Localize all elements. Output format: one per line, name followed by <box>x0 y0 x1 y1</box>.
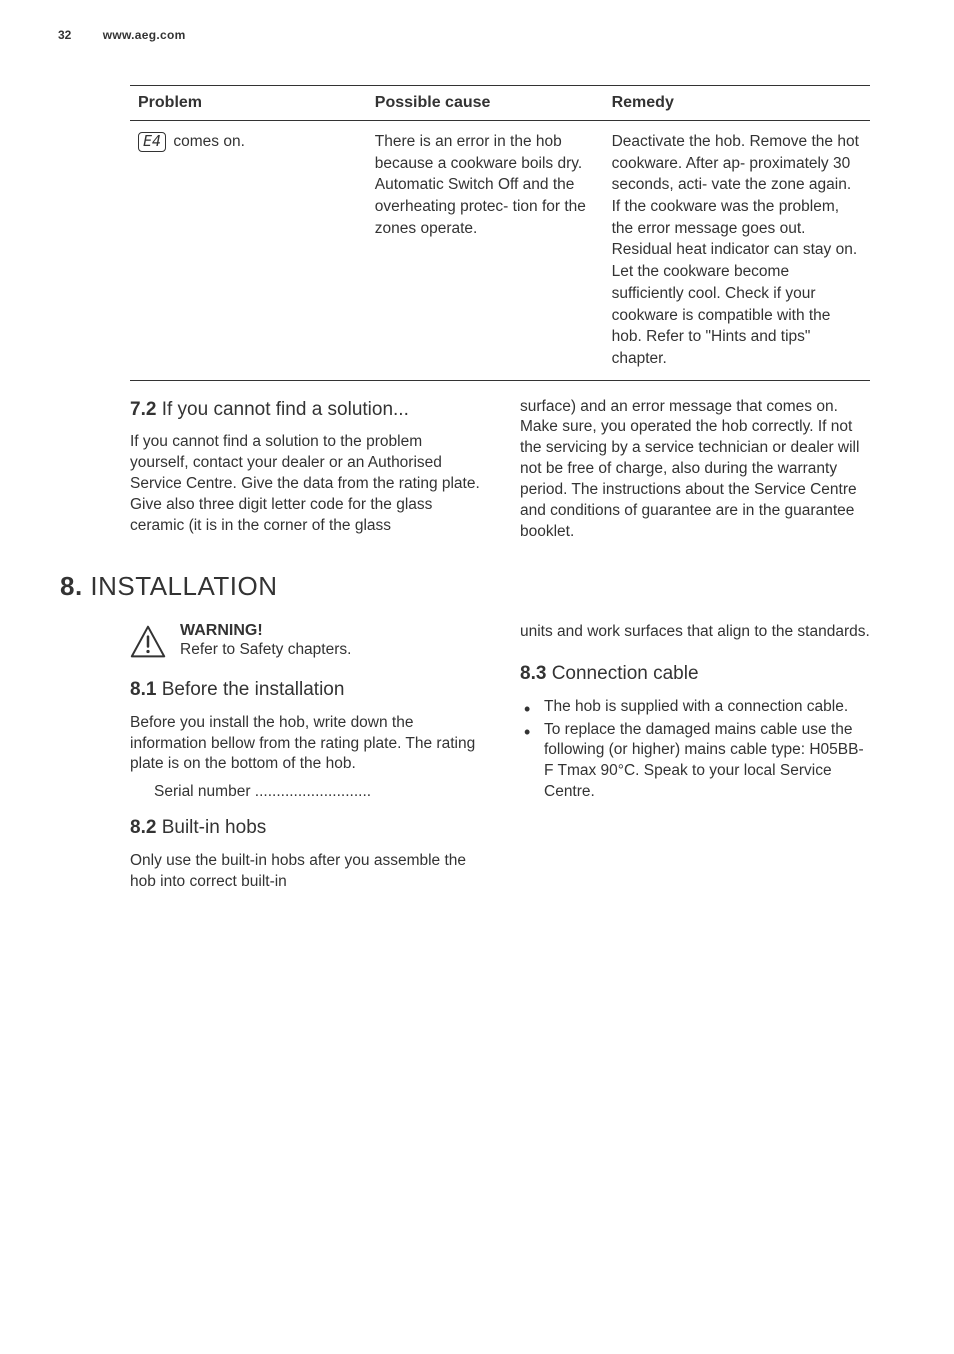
section-number: 8.2 <box>130 817 156 838</box>
section-8-3: 8.3 Connection cable The hob is supplied… <box>520 661 870 803</box>
warning-body: Refer to Safety chapters. <box>180 640 351 661</box>
chapter-number: 8. <box>60 571 83 601</box>
table-header-cause: Possible cause <box>367 86 604 121</box>
table-header-remedy: Remedy <box>604 86 870 121</box>
section-8-2-heading: 8.2 Built-in hobs <box>130 815 480 841</box>
left-column: 7.2 If you cannot find a solution... If … <box>130 397 480 543</box>
section-7-2-body-right: surface) and an error message that comes… <box>520 397 870 543</box>
table-header-problem: Problem <box>130 86 367 121</box>
problem-text: comes on. <box>169 133 245 150</box>
connection-cable-list: The hob is supplied with a connection ca… <box>520 697 870 804</box>
warning-block: WARNING! Refer to Safety chapters. <box>130 622 480 661</box>
section-title: Connection cable <box>552 663 699 684</box>
list-item: To replace the damaged mains cable use t… <box>520 720 870 804</box>
warning-text: WARNING! Refer to Safety chapters. <box>180 622 351 661</box>
site-url: www.aeg.com <box>103 28 186 42</box>
section-title: If you cannot find a solution... <box>162 399 409 420</box>
section-number: 7.2 <box>130 399 156 420</box>
table-row: E4 comes on. There is an error in the ho… <box>130 121 870 381</box>
section-7-2-heading: 7.2 If you cannot find a solution... <box>130 397 480 423</box>
installation-columns: WARNING! Refer to Safety chapters. 8.1 B… <box>130 602 870 907</box>
right-column: surface) and an error message that comes… <box>520 397 870 543</box>
section-number: 8.3 <box>520 663 546 684</box>
problem-cell: E4 comes on. <box>130 121 367 381</box>
chapter-8-heading: 8. INSTALLATION <box>60 571 870 602</box>
cause-cell: There is an error in the hob because a c… <box>367 121 604 381</box>
section-8-1-heading: 8.1 Before the installation <box>130 677 480 703</box>
install-right-column: units and work surfaces that align to th… <box>520 602 870 907</box>
section-8-2-body-left: Only use the built-in hobs after you ass… <box>130 851 480 893</box>
page-content: Problem Possible cause Remedy E4 comes o… <box>130 85 870 907</box>
chapter-title: INSTALLATION <box>90 571 277 601</box>
section-7-2-body-left: If you cannot find a solution to the pro… <box>130 432 480 537</box>
section-7-2-columns: 7.2 If you cannot find a solution... If … <box>130 397 870 543</box>
section-number: 8.1 <box>130 679 156 700</box>
warning-label: WARNING! <box>180 622 263 639</box>
section-title: Before the installation <box>162 679 345 700</box>
section-title: Built-in hobs <box>162 817 267 838</box>
page-header: 32 www.aeg.com <box>58 28 186 42</box>
remedy-cell: Deactivate the hob. Remove the hot cookw… <box>604 121 870 381</box>
page-number: 32 <box>58 28 71 42</box>
list-item: The hob is supplied with a connection ca… <box>520 697 870 718</box>
serial-number-line: Serial number ..........................… <box>130 783 480 801</box>
section-8-3-heading: 8.3 Connection cable <box>520 661 870 687</box>
error-code-badge: E4 <box>138 132 166 152</box>
warning-icon <box>130 624 166 660</box>
section-8-1: 8.1 Before the installation Before you i… <box>130 677 480 801</box>
install-left-column: WARNING! Refer to Safety chapters. 8.1 B… <box>130 602 480 907</box>
section-8-2: 8.2 Built-in hobs Only use the built-in … <box>130 815 480 892</box>
section-8-2-body-right: units and work surfaces that align to th… <box>520 622 870 643</box>
section-8-1-body: Before you install the hob, write down t… <box>130 713 480 776</box>
troubleshooting-table: Problem Possible cause Remedy E4 comes o… <box>130 85 870 381</box>
